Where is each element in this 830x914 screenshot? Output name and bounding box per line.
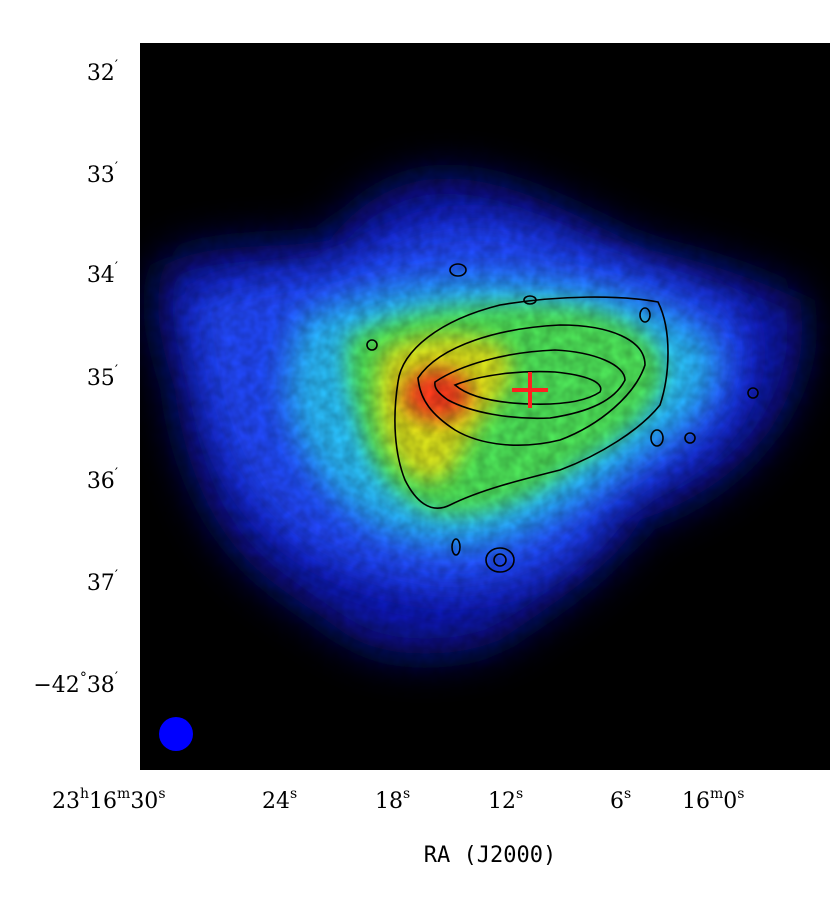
x-tick-label: 16m0s: [682, 786, 744, 814]
contour-inner: [434, 349, 626, 420]
contour-outer: [394, 296, 669, 509]
x-tick-label: 12s: [488, 786, 523, 814]
x-axis: 23h16m30s 24s 18s 12s 6s 16m0s RA (J2000…: [52, 786, 744, 868]
y-tick-label: 35′: [87, 363, 118, 391]
y-tick-label: 34′: [87, 260, 118, 288]
y-axis: 32′ 33′ 34′ 35′ 36′ 37′ −42°38′: [33, 58, 118, 698]
y-tick-label: 37′: [87, 568, 118, 596]
beam-ellipse: [159, 717, 193, 751]
x-tick-label: 23h16m30s: [52, 786, 166, 814]
contour-lines: [366, 263, 759, 573]
x-tick-label: 24s: [262, 786, 297, 814]
x-tick-label: 18s: [375, 786, 410, 814]
contour-mid: [417, 324, 646, 446]
y-tick-label: −42°38′: [33, 670, 118, 698]
x-tick-label: 6s: [610, 786, 631, 814]
emission-map: [140, 43, 830, 770]
contour-core: [453, 370, 602, 405]
x-axis-title: RA (J2000): [424, 843, 556, 868]
y-tick-label: 33′: [87, 160, 118, 188]
y-tick-label: 36′: [87, 466, 118, 494]
y-tick-label: 32′: [87, 58, 118, 86]
contour-blob-a: [485, 547, 515, 573]
nucleus-cross-marker: [512, 372, 548, 408]
